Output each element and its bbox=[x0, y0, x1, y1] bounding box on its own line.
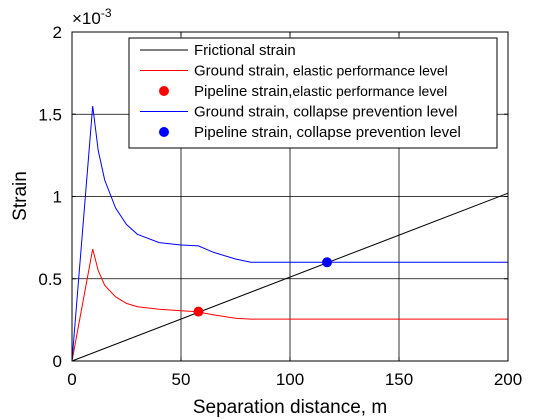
exponent-power: -3 bbox=[101, 6, 112, 20]
y-axis-label: Strain bbox=[10, 171, 31, 221]
exponent-label: ×10-3 bbox=[72, 6, 112, 28]
x-tick-label: 150 bbox=[385, 370, 413, 389]
series-line bbox=[71, 248, 508, 362]
legend-entry-label: Pipeline strain,elastic performance leve… bbox=[194, 83, 447, 100]
legend-entry-label: Frictional strain bbox=[194, 42, 296, 59]
legend-entry-label: Ground strain, collapse prevention level bbox=[194, 104, 457, 121]
legend-entry-label: Pipeline strain, collapse prevention lev… bbox=[194, 124, 461, 141]
y-tick-label: 0 bbox=[53, 352, 62, 371]
y-tick-label: 1 bbox=[53, 188, 62, 207]
y-tick-label: 0.5 bbox=[38, 270, 62, 289]
legend-swatch-marker bbox=[159, 127, 169, 137]
data-point-marker bbox=[193, 306, 204, 317]
x-tick-label: 0 bbox=[67, 370, 76, 389]
legend-swatch-marker bbox=[159, 86, 169, 96]
legend-box bbox=[128, 37, 498, 149]
y-tick-label: 2 bbox=[53, 23, 62, 42]
y-tick-label: 1.5 bbox=[38, 105, 62, 124]
exponent-base: ×10 bbox=[72, 9, 101, 28]
series-layer bbox=[71, 105, 509, 362]
axis-ticks: 0 50 100 150 200 0 0.5 1 1.5 2 bbox=[38, 23, 522, 389]
x-tick-label: 50 bbox=[172, 370, 191, 389]
x-axis-label: Separation distance, m bbox=[193, 397, 387, 418]
legend-entry-label: Ground strain, elastic performance level bbox=[194, 63, 448, 80]
data-point-marker bbox=[322, 257, 333, 268]
legend: Frictional strain Ground strain, elastic … bbox=[128, 37, 498, 149]
series-line bbox=[71, 105, 508, 362]
x-tick-label: 100 bbox=[276, 370, 304, 389]
series-line bbox=[71, 192, 509, 362]
x-tick-label: 200 bbox=[494, 370, 522, 389]
